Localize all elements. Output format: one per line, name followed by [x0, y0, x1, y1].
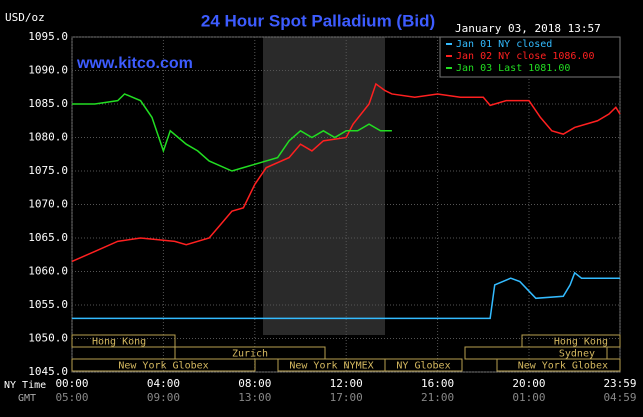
session-bar [71, 334, 176, 348]
y-axis-label: USD/oz [5, 11, 45, 24]
y-tick-label: 1075.0 [28, 164, 68, 177]
chart-title: 24 Hour Spot Palladium (Bid) [201, 11, 435, 30]
x2-tick-label: 13:00 [238, 391, 271, 404]
chart-subtitle: January 03, 2018 13:57 [455, 22, 601, 35]
series-line [71, 82, 621, 263]
y-tick-label: 1090.0 [28, 64, 68, 77]
session-label: New York Globex [118, 361, 208, 372]
y-tick-label: 1055.0 [28, 298, 68, 311]
series-line [72, 93, 392, 172]
y-tick-label: 1080.0 [28, 131, 68, 144]
y-tick-label: 1060.0 [28, 265, 68, 278]
x-tick-label: 04:00 [147, 377, 180, 390]
x-tick-label: 08:00 [238, 377, 271, 390]
session-label: Sydney [559, 349, 595, 360]
x2-tick-label: 05:00 [55, 391, 88, 404]
session-label: New York NYMEX [289, 361, 373, 372]
watermark: www.kitco.com [76, 55, 193, 72]
shaded-session [263, 37, 385, 335]
session-bar [384, 358, 463, 372]
x2-tick-label: 17:00 [330, 391, 363, 404]
x2-tick-label: 04:59 [603, 391, 636, 404]
session-label: NY Globex [396, 361, 450, 372]
x-tick-label: 20:00 [512, 377, 545, 390]
x-tick-label: 00:00 [55, 377, 88, 390]
legend-label: Jan 03 Last 1081.00 [456, 63, 570, 74]
y-tick-label: 1085.0 [28, 97, 68, 110]
y-tick-label: 1065.0 [28, 231, 68, 244]
y-tick-label: 1045.0 [28, 365, 68, 378]
session-label: Hong Kong [92, 337, 146, 348]
y-tick-label: 1070.0 [28, 198, 68, 211]
x-tick-label: 12:00 [330, 377, 363, 390]
y-tick-label: 1050.0 [28, 332, 68, 345]
y-tick-label: 1095.0 [28, 30, 68, 43]
grid: 1045.0 1050.0 1055.0 1060.0 1065.0 1070.0 1075… [28, 30, 636, 404]
legend-box [439, 36, 621, 78]
x-tick-label: 23:59 [603, 377, 636, 390]
sessions: Hong Kong Zurich New York Globex New York N… [71, 334, 621, 372]
session-label: Hong Kong [554, 337, 608, 348]
x2-tick-label: 01:00 [512, 391, 545, 404]
x-axis-label: NY Time [4, 380, 46, 391]
legend-label: Jan 01 NY closed [456, 39, 552, 50]
x2-tick-label: 09:00 [147, 391, 180, 404]
session-label: Zurich [232, 349, 268, 360]
series-line [72, 271, 620, 320]
session-bar [496, 358, 621, 372]
x2-tick-label: 21:00 [421, 391, 454, 404]
session-bar [71, 358, 256, 372]
x-tick-label: 16:00 [421, 377, 454, 390]
x2-axis-label: GMT [18, 393, 36, 404]
lines [71, 82, 621, 320]
legend-label: Jan 02 NY close 1086.00 [456, 51, 594, 62]
session-label: New York Globex [518, 361, 608, 372]
